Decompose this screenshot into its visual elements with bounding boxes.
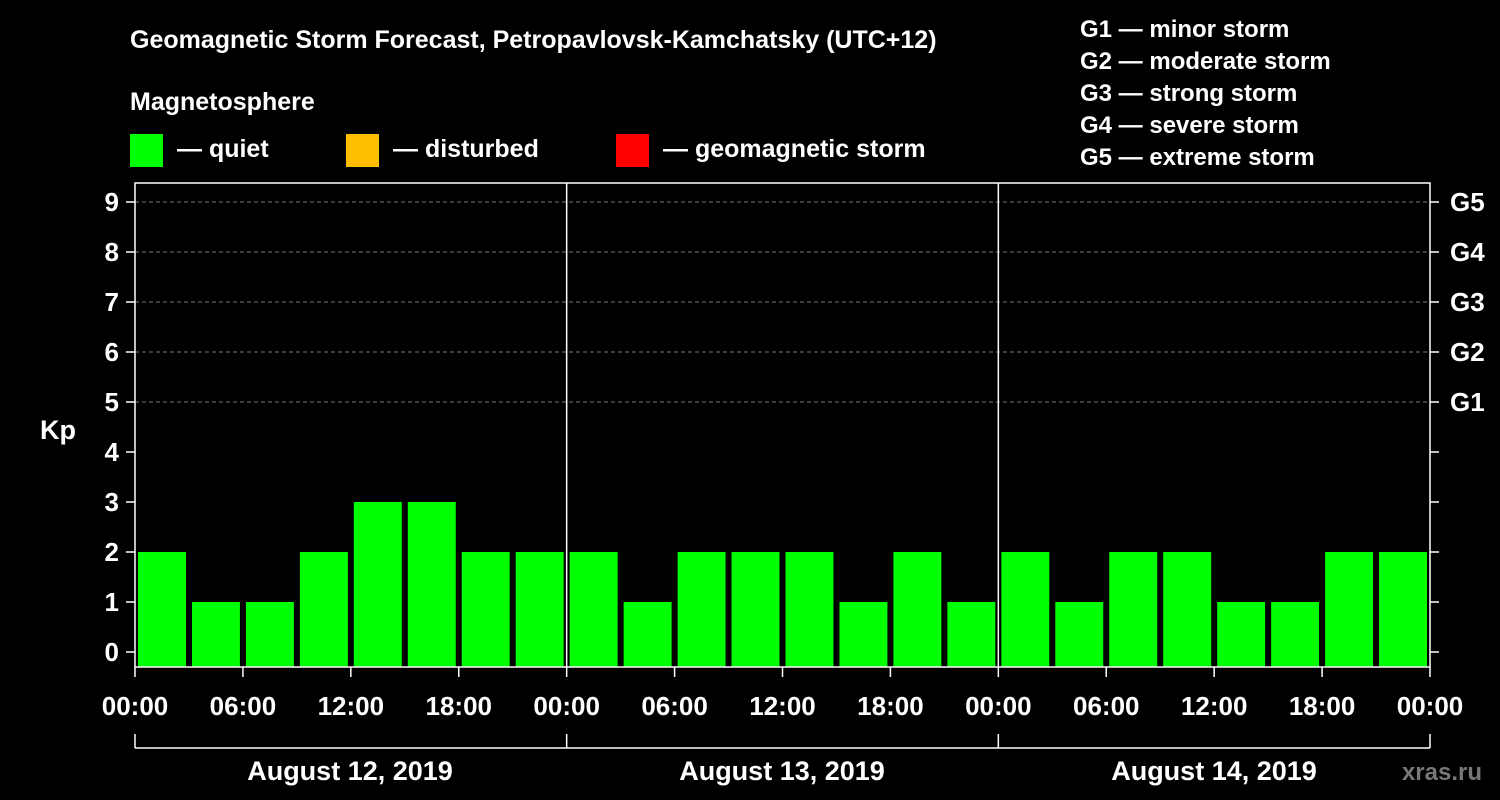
legend-swatch-quiet	[130, 134, 163, 167]
storm-level-label-g2: G2	[1450, 337, 1485, 367]
kp-bar-10	[623, 602, 672, 667]
kp-bar-13	[785, 552, 834, 667]
x-tick-label-7: 12:00	[749, 691, 816, 721]
legend-swatch-storm	[616, 134, 649, 167]
kp-bar-4	[299, 552, 348, 667]
x-tick-label-9: 00:00	[965, 691, 1032, 721]
watermark: xras.ru	[1402, 759, 1482, 786]
kp-bar-15	[893, 552, 942, 667]
kp-bar-2	[191, 602, 240, 667]
y-tick-label-8: 8	[105, 237, 119, 267]
storm-legend-g1: G1 — minor storm	[1080, 16, 1289, 43]
kp-bar-8	[515, 552, 564, 667]
storm-level-label-g5: G5	[1450, 187, 1485, 217]
kp-bar-22	[1271, 602, 1320, 667]
kp-bar-16	[947, 602, 996, 667]
day-label-1: August 12, 2019	[247, 756, 453, 786]
grid-layer	[135, 201, 1430, 403]
kp-bar-1	[138, 552, 186, 667]
kp-bar-5	[353, 502, 402, 667]
x-tick-label-4: 18:00	[426, 691, 493, 721]
kp-bar-23	[1325, 552, 1374, 667]
x-tick-label-11: 12:00	[1181, 691, 1248, 721]
y-tick-label-6: 6	[105, 337, 119, 367]
kp-bar-11	[677, 552, 726, 667]
x-tick-label-10: 06:00	[1073, 691, 1140, 721]
x-tick-label-1: 00:00	[102, 691, 169, 721]
chart-title: Geomagnetic Storm Forecast, Petropavlovs…	[130, 26, 937, 54]
kp-bar-14	[839, 602, 888, 667]
x-tick-label-3: 12:00	[318, 691, 385, 721]
legend-label-storm: — geomagnetic storm	[663, 135, 926, 163]
kp-bar-20	[1163, 552, 1212, 667]
y-tick-label-7: 7	[105, 287, 119, 317]
chart-subtitle: Magnetosphere	[130, 88, 315, 116]
kp-bar-17	[1001, 552, 1050, 667]
kp-bar-6	[407, 502, 456, 667]
day-label-3: August 14, 2019	[1111, 756, 1317, 786]
y-tick-label-5: 5	[105, 387, 119, 417]
kp-bar-12	[731, 552, 780, 667]
storm-legend-g2: G2 — moderate storm	[1080, 48, 1331, 75]
kp-bar-21	[1217, 602, 1266, 667]
kp-bar-19	[1109, 552, 1158, 667]
storm-level-label-g1: G1	[1450, 387, 1485, 417]
legend-label-disturbed: — disturbed	[393, 135, 539, 163]
x-tick-label-12: 18:00	[1289, 691, 1356, 721]
storm-level-label-g4: G4	[1450, 237, 1485, 267]
kp-bar-24	[1379, 552, 1427, 667]
kp-bar-9	[569, 552, 618, 667]
y-axis-label: Kp	[40, 415, 76, 445]
day-label-2: August 13, 2019	[679, 756, 885, 786]
x-tick-label-8: 18:00	[857, 691, 924, 721]
y-tick-label-4: 4	[105, 437, 120, 467]
axis-layer: 0 1 2 3 4 5 6 7 8 9 G1 G2 G3 G4 G5 00:00 06:00 12:00 18:00…	[102, 182, 1485, 749]
kp-bar-18	[1055, 602, 1104, 667]
storm-legend-g5: G5 — extreme storm	[1080, 144, 1315, 171]
y-tick-label-1: 1	[105, 587, 119, 617]
legend-label-quiet: — quiet	[177, 135, 269, 163]
storm-level-label-g3: G3	[1450, 287, 1485, 317]
x-tick-label-2: 06:00	[210, 691, 277, 721]
y-tick-label-9: 9	[105, 187, 119, 217]
kp-bar-3	[245, 602, 294, 667]
x-tick-label-13: 00:00	[1397, 691, 1464, 721]
x-tick-label-6: 06:00	[641, 691, 708, 721]
y-tick-label-0: 0	[105, 637, 119, 667]
storm-legend-g4: G4 — severe storm	[1080, 112, 1299, 139]
legend-swatch-disturbed	[346, 134, 379, 167]
storm-legend-g3: G3 — strong storm	[1080, 80, 1297, 107]
x-tick-label-5: 00:00	[533, 691, 600, 721]
y-tick-label-3: 3	[105, 487, 119, 517]
y-tick-label-2: 2	[105, 537, 119, 567]
bar-layer	[138, 502, 1427, 667]
kp-bar-7	[461, 552, 510, 667]
